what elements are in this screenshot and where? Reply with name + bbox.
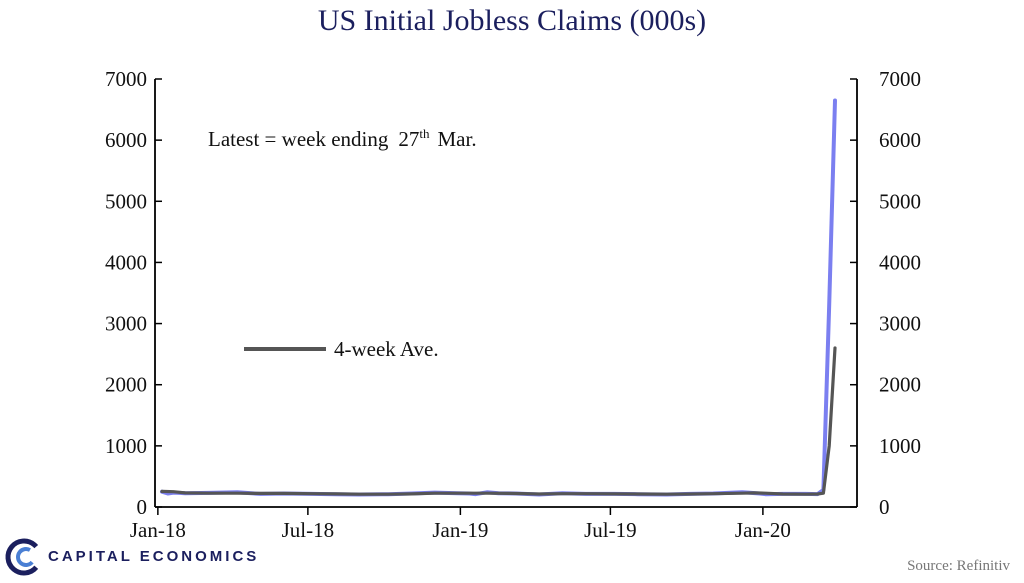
y-tick-label-left: 7000 xyxy=(105,67,147,91)
y-tick-label-right: 5000 xyxy=(879,189,921,213)
x-tick-label: Jul-19 xyxy=(584,518,637,542)
capital-economics-logo-icon xyxy=(5,538,43,576)
legend-label-4-week-ave: 4-week Ave. xyxy=(334,337,439,361)
y-tick-label-right: 2000 xyxy=(879,373,921,397)
x-tick-label: Jan-20 xyxy=(735,518,791,542)
latest-annotation: Latest = week ending 27th Mar. xyxy=(208,126,477,151)
x-ticks: Jan-18 Jul-18 Jan-19 Jul-19 Jan-20 xyxy=(130,507,791,542)
y-tick-label-left: 3000 xyxy=(105,312,147,336)
capital-economics-logo: CAPITAL ECONOMICS xyxy=(4,536,304,580)
y-tick-label-right: 3000 xyxy=(879,312,921,336)
source-note: Source: Refinitiv xyxy=(907,558,1010,574)
latest-annotation-month: Mar. xyxy=(438,127,477,151)
y-tick-label-right: 7000 xyxy=(879,67,921,91)
series-line-4-week-ave xyxy=(160,346,837,496)
y-tick-label-left: 5000 xyxy=(105,189,147,213)
y-tick-label-left: 4000 xyxy=(105,250,147,274)
y-tick-label-left: 0 xyxy=(137,495,148,519)
series-layer xyxy=(160,98,837,497)
latest-annotation-suffix: th xyxy=(419,126,430,141)
latest-annotation-day: 27 xyxy=(398,127,419,151)
y-tick-label-right: 1000 xyxy=(879,434,921,458)
y-tick-label-left: 1000 xyxy=(105,434,147,458)
y-tick-label-right: 4000 xyxy=(879,250,921,274)
legend: 4-week Ave. xyxy=(244,337,439,361)
y-tick-label-right: 0 xyxy=(879,495,890,519)
chart-axes xyxy=(154,79,858,508)
y-tick-label-left: 2000 xyxy=(105,373,147,397)
logo-text: CAPITAL ECONOMICS xyxy=(48,548,260,565)
y-tick-label-left: 6000 xyxy=(105,128,147,152)
x-tick-label: Jan-19 xyxy=(432,518,488,542)
x-tick-label: Jan-18 xyxy=(130,518,186,542)
latest-annotation-text: Latest = week ending xyxy=(208,127,389,151)
y-tick-label-right: 6000 xyxy=(879,128,921,152)
x-tick-label: Jul-18 xyxy=(282,518,335,542)
series-line-weekly xyxy=(160,98,837,497)
chart-title: US Initial Jobless Claims (000s) xyxy=(317,4,707,37)
y-ticks: 0 0 1000 1000 2000 2000 3000 3000 4000 4000 5000 50… xyxy=(105,67,921,519)
